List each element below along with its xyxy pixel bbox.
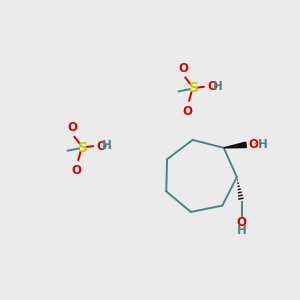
Polygon shape	[224, 142, 246, 148]
Text: O: O	[178, 61, 188, 74]
Text: S: S	[78, 141, 88, 155]
Text: -: -	[254, 139, 258, 149]
Text: H: H	[213, 80, 223, 92]
Text: O: O	[207, 80, 217, 93]
Text: O: O	[96, 140, 106, 153]
Text: H: H	[102, 139, 112, 152]
Text: O: O	[183, 104, 193, 118]
Text: O: O	[67, 121, 77, 134]
Text: H: H	[258, 138, 268, 151]
Text: O: O	[248, 138, 258, 151]
Text: O: O	[236, 216, 247, 229]
Text: H: H	[237, 224, 247, 237]
Text: S: S	[189, 81, 199, 95]
Text: O: O	[72, 164, 82, 177]
